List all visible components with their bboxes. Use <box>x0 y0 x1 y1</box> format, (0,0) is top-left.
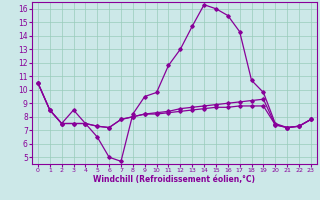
X-axis label: Windchill (Refroidissement éolien,°C): Windchill (Refroidissement éolien,°C) <box>93 175 255 184</box>
